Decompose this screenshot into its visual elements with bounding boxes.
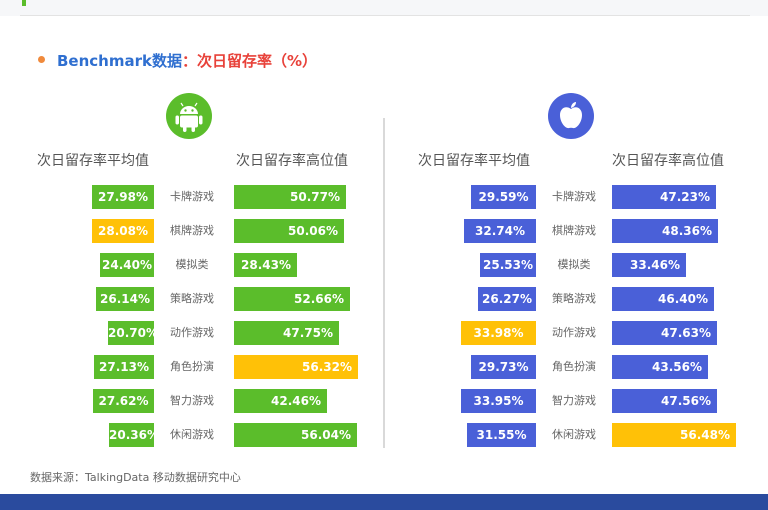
ios-avg-bar: 29.73% [471, 355, 536, 379]
android-avg-bar: 27.98% [92, 185, 154, 209]
android-avg-header: 次日留存率平均值 [37, 153, 149, 169]
android-avg-bar: 24.40% [100, 253, 154, 277]
ios-high-bar: 47.56% [612, 389, 717, 413]
android-high-bar: 50.77% [234, 185, 346, 209]
android-category-label: 策略游戏 [170, 292, 214, 305]
android-category-label: 角色扮演 [170, 360, 214, 373]
ios-high-bar: 47.63% [612, 321, 717, 345]
ios-high-header: 次日留存率高位值 [612, 153, 724, 169]
android-category-label: 卡牌游戏 [170, 190, 214, 203]
android-avg-bar: 27.13% [94, 355, 154, 379]
android-avg-bar: 27.62% [93, 389, 154, 413]
android-category-label: 休闲游戏 [170, 428, 214, 441]
platform-divider [383, 118, 385, 448]
ios-avg-bar: 33.98% [461, 321, 536, 345]
android-category-label: 动作游戏 [170, 326, 214, 339]
source-note: 数据来源：TalkingData 移动数据研究中心 [30, 471, 241, 484]
ios-category-label: 智力游戏 [552, 394, 596, 407]
android-category-label: 棋牌游戏 [170, 224, 214, 237]
ios-category-label: 策略游戏 [552, 292, 596, 305]
ios-high-bar: 47.23% [612, 185, 716, 209]
apple-icon [548, 93, 594, 139]
ios-avg-header: 次日留存率平均值 [418, 153, 530, 169]
android-avg-bar: 28.08% [92, 219, 154, 243]
android-category-label: 模拟类 [175, 258, 209, 271]
chart-title: Benchmark数据：次日留存率（%） [38, 50, 317, 71]
title-main: ：次日留存率（%） [181, 52, 318, 70]
ios-avg-bar: 26.27% [478, 287, 536, 311]
accent-mark [22, 0, 26, 6]
android-avg-bar: 26.14% [96, 287, 154, 311]
ios-high-bar: 56.48% [612, 423, 736, 447]
ios-avg-bar: 33.95% [461, 389, 536, 413]
ios-category-label: 卡牌游戏 [552, 190, 596, 203]
ios-high-bar: 43.56% [612, 355, 708, 379]
header-divider [20, 15, 750, 16]
ios-avg-bar: 25.53% [480, 253, 536, 277]
android-high-header: 次日留存率高位值 [236, 153, 348, 169]
android-high-bar: 50.06% [234, 219, 344, 243]
android-high-bar: 56.32% [234, 355, 358, 379]
android-avg-bar: 20.36% [109, 423, 159, 447]
ios-category-label: 模拟类 [557, 258, 591, 271]
title-prefix: Benchmark数据 [57, 52, 182, 70]
ios-avg-bar: 29.59% [471, 185, 536, 209]
bullet-dot [38, 56, 45, 63]
android-high-bar: 42.46% [234, 389, 327, 413]
ios-avg-bar: 31.55% [467, 423, 536, 447]
ios-high-bar: 46.40% [612, 287, 714, 311]
android-high-bar: 52.66% [234, 287, 350, 311]
ios-category-label: 动作游戏 [552, 326, 596, 339]
android-high-bar: 28.43% [234, 253, 297, 277]
android-high-bar: 56.04% [234, 423, 357, 447]
android-category-label: 智力游戏 [170, 394, 214, 407]
android-high-bar: 47.75% [234, 321, 339, 345]
ios-high-bar: 33.46% [612, 253, 686, 277]
footer-bar [0, 494, 768, 510]
ios-high-bar: 48.36% [612, 219, 718, 243]
ios-category-label: 角色扮演 [552, 360, 596, 373]
android-icon [166, 93, 212, 139]
ios-avg-bar: 32.74% [464, 219, 536, 243]
ios-category-label: 休闲游戏 [552, 428, 596, 441]
top-banner [0, 0, 768, 16]
android-avg-bar: 20.70% [108, 321, 158, 345]
ios-category-label: 棋牌游戏 [552, 224, 596, 237]
